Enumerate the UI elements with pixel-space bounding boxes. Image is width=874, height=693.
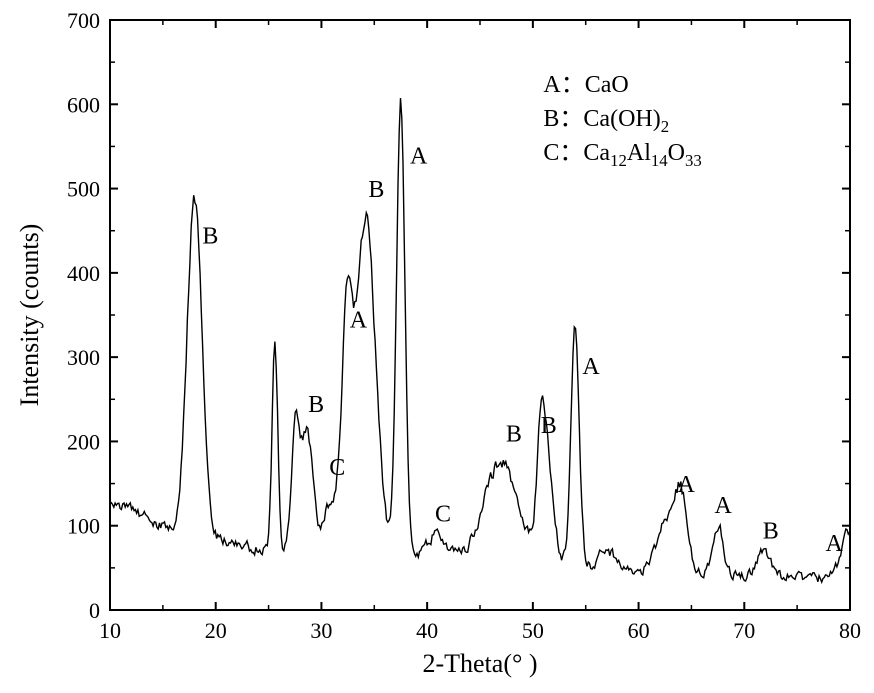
peak-label: A — [410, 143, 428, 169]
x-tick-label: 60 — [628, 618, 650, 643]
peak-label: A — [677, 472, 695, 498]
x-tick-label: 50 — [522, 618, 544, 643]
x-tick-label: 80 — [839, 618, 861, 643]
peak-label: A — [582, 354, 600, 380]
x-tick-label: 30 — [310, 618, 332, 643]
y-tick-label: 200 — [67, 429, 100, 454]
peak-label: A — [825, 531, 843, 557]
y-tick-label: 600 — [67, 92, 100, 117]
peak-label: B — [368, 177, 384, 203]
plot-frame — [110, 20, 850, 610]
xrd-spectrum-line — [110, 98, 850, 582]
legend-item: B：Ca(OH)2 — [543, 106, 669, 136]
peak-label: B — [202, 223, 218, 249]
x-tick-label: 10 — [99, 618, 121, 643]
x-tick-label: 20 — [205, 618, 227, 643]
y-tick-label: 700 — [67, 8, 100, 33]
y-tick-label: 100 — [67, 514, 100, 539]
legend-item: C：Ca12Al14O33 — [543, 140, 701, 170]
peak-label: C — [435, 502, 451, 528]
y-tick-label: 300 — [67, 345, 100, 370]
peak-label: C — [329, 455, 345, 481]
peak-label: B — [541, 413, 557, 439]
x-tick-label: 40 — [416, 618, 438, 643]
peak-label: B — [506, 421, 522, 447]
x-axis-label: 2-Theta(° ) — [422, 649, 537, 678]
y-axis-label: Intensity (counts) — [15, 224, 44, 407]
y-tick-label: 500 — [67, 177, 100, 202]
peak-label: A — [714, 493, 732, 519]
peak-label: A — [350, 308, 368, 334]
y-tick-label: 400 — [67, 261, 100, 286]
xrd-chart: 10 20 30 40 50 60 70 80 0 100 200 300 400 500 600 700 2-… — [0, 0, 874, 693]
peak-label: B — [763, 518, 779, 544]
x-tick-label: 70 — [733, 618, 755, 643]
legend-item: A：CaO — [543, 72, 628, 98]
peak-label: B — [308, 392, 324, 418]
y-tick-label: 0 — [89, 598, 100, 623]
